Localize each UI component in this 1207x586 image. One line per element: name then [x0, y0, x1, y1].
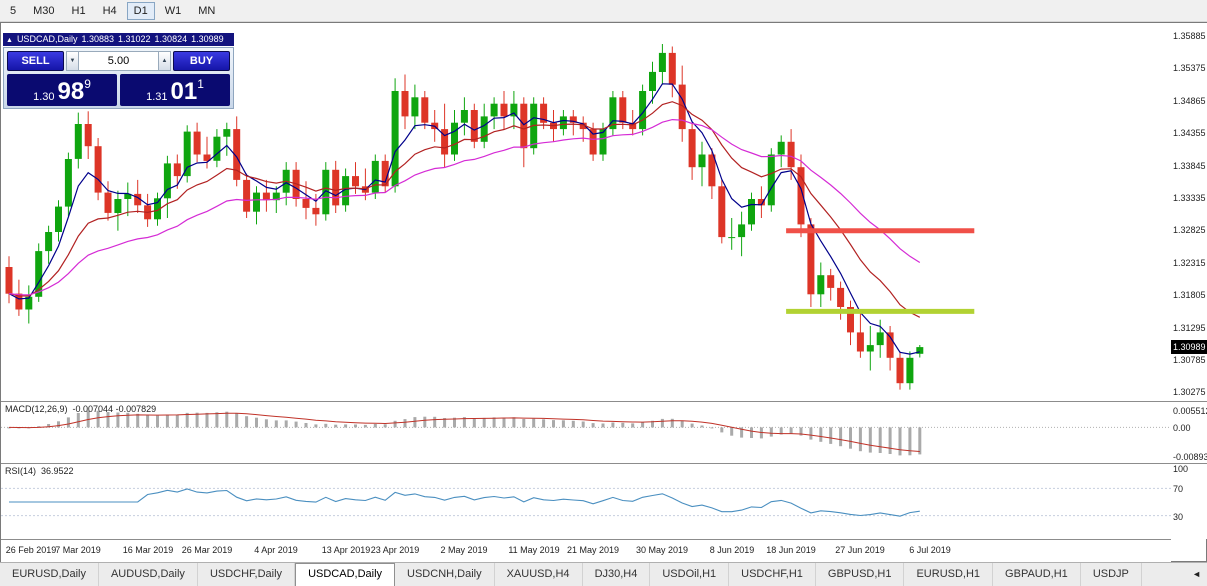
rsi-axis-label: 30: [1173, 512, 1184, 522]
chart-high-value: 1.31022: [118, 34, 151, 44]
macd-label: MACD(12,26,9): [5, 404, 68, 414]
price-axis-label: 1.30785: [1173, 355, 1206, 365]
chart-tab-bar: EURUSD,Daily AUDUSD,Daily USDCHF,Daily USDC…: [0, 562, 1207, 586]
macd-axis: 0.005512 0.00 -0.00893: [1171, 401, 1207, 463]
date-axis-label: 2 May 2019: [440, 545, 488, 555]
volume-increase-button[interactable]: ▲: [158, 51, 171, 71]
price-axis-label: 1.35885: [1173, 31, 1206, 41]
chart-low-value: 1.30824: [154, 34, 188, 44]
timeframe-button-M30[interactable]: M30: [26, 2, 61, 20]
date-axis-label: 26 Mar 2019: [181, 545, 233, 555]
buy-price-prefix: 1.31: [146, 91, 168, 103]
price-axis-label: 1.32315: [1173, 258, 1206, 268]
date-axis-label: 11 May 2019: [508, 545, 560, 555]
price-axis-label: 1.30275: [1173, 387, 1206, 397]
chart-tab-USDCAD-Daily[interactable]: USDCAD,Daily: [295, 563, 396, 586]
date-axis-label: 16 Mar 2019: [122, 545, 174, 555]
collapse-panel-icon[interactable]: ▲: [6, 37, 13, 44]
chart-symbol-label: USDCAD,Daily: [16, 34, 78, 44]
date-axis-label: 13 Apr 2019: [321, 545, 371, 555]
sell-price-display[interactable]: 1.30 98 9: [7, 74, 117, 106]
timeframe-button-W1[interactable]: W1: [158, 2, 189, 20]
rsi-chart-canvas[interactable]: [1, 464, 1171, 539]
rsi-axis: 100 70 30: [1171, 463, 1207, 539]
date-axis-label: 4 Apr 2019: [254, 545, 298, 555]
volume-decrease-button[interactable]: ▼: [66, 51, 79, 71]
date-axis[interactable]: 26 Feb 2019 7 Mar 2019 16 Mar 2019 26 Mar 2…: [1, 539, 1171, 563]
buy-button[interactable]: BUY: [173, 51, 230, 71]
price-axis-label: 1.34355: [1173, 128, 1206, 138]
price-axis-label: 1.33845: [1173, 161, 1206, 171]
chart-tab-DJ30-H4[interactable]: DJ30,H4: [583, 563, 651, 586]
rsi-label: RSI(14): [5, 466, 37, 476]
rsi-axis-label: 100: [1173, 464, 1189, 474]
macd-values: -0.007044 -0.007829: [72, 404, 157, 414]
buy-price-display[interactable]: 1.31 01 1: [120, 74, 230, 106]
current-price-badge: 1.30989: [1171, 340, 1207, 354]
tab-scroll-left-button[interactable]: ◄: [1192, 569, 1201, 579]
macd-header: MACD(12,26,9) -0.007044 -0.007829: [5, 404, 156, 414]
rsi-header: RSI(14) 36.9522: [5, 466, 74, 476]
timeframe-button-D1[interactable]: D1: [126, 1, 155, 20]
date-axis-label: 30 May 2019: [635, 545, 689, 555]
timeframe-button-MN[interactable]: MN: [191, 2, 222, 20]
macd-axis-label: 0.00: [1173, 423, 1191, 433]
sell-price-prefix: 1.30: [33, 91, 55, 103]
chart-tab-USDCHF-H1[interactable]: USDCHF,H1: [729, 563, 816, 586]
price-pane[interactable]: ▲ USDCAD,Daily 1.30883 1.31022 1.30824 1.3098…: [1, 23, 1171, 401]
price-chart-canvas[interactable]: [1, 23, 1171, 401]
date-axis-label: 27 Jun 2019: [835, 545, 885, 555]
macd-chart-canvas[interactable]: [1, 402, 1171, 463]
chart-tab-USDOil-H1[interactable]: USDOil,H1: [650, 563, 730, 586]
volume-stepper: ▼ 5.00 ▲: [66, 51, 171, 71]
sell-button[interactable]: SELL: [7, 51, 64, 71]
price-axis-label: 1.31295: [1173, 323, 1206, 333]
timeframe-button-H1[interactable]: H1: [65, 2, 93, 20]
timeframe-button-5[interactable]: 5: [3, 2, 23, 20]
rsi-pane[interactable]: RSI(14) 36.9522: [1, 463, 1171, 539]
sell-price-pips: 98: [57, 78, 85, 105]
price-axis-label: 1.32825: [1173, 225, 1206, 235]
chart-tab-AUDUSD-Daily[interactable]: AUDUSD,Daily: [99, 563, 198, 586]
timeframe-toolbar: 5 M30 H1 H4 D1 W1 MN: [0, 0, 1207, 22]
date-axis-label: 26 Feb 2019: [5, 545, 57, 555]
macd-axis-label: 0.005512: [1173, 406, 1207, 416]
buy-price-pips: 01: [170, 78, 198, 105]
chart-tab-USDJP[interactable]: USDJP: [1081, 563, 1142, 586]
chart-window: ▲ USDCAD,Daily 1.30883 1.31022 1.30824 1.3098…: [0, 22, 1207, 563]
chart-tab-XAUUSD-H4[interactable]: XAUUSD,H4: [495, 563, 583, 586]
price-axis[interactable]: 1.30989 1.35885 1.35375 1.34865 1.34355 1.33…: [1171, 23, 1207, 401]
date-axis-label: 8 Jun 2019: [709, 545, 755, 555]
date-axis-label: 21 May 2019: [566, 545, 620, 555]
price-axis-label: 1.31805: [1173, 290, 1206, 300]
chart-tab-USDCHF-Daily[interactable]: USDCHF,Daily: [198, 563, 296, 586]
sell-price-point: 9: [84, 77, 91, 91]
price-axis-label: 1.35375: [1173, 63, 1206, 73]
macd-axis-label: -0.00893: [1173, 452, 1207, 462]
price-axis-label: 1.34865: [1173, 96, 1206, 106]
rsi-value: 36.9522: [41, 466, 74, 476]
date-axis-label: 6 Jul 2019: [909, 545, 951, 555]
chart-tab-GBPAUD-H1[interactable]: GBPAUD,H1: [993, 563, 1081, 586]
chart-tab-EURUSD-Daily[interactable]: EURUSD,Daily: [0, 563, 99, 586]
macd-pane[interactable]: MACD(12,26,9) -0.007044 -0.007829: [1, 401, 1171, 463]
chart-close-value: 1.30989: [191, 34, 224, 44]
one-click-trading-panel: SELL ▼ 5.00 ▲ BUY 1.30 98 9 1.31 01 1: [3, 47, 234, 109]
date-axis-label: 18 Jun 2019: [766, 545, 816, 555]
date-axis-label: 7 Mar 2019: [55, 545, 101, 555]
date-axis-label: 23 Apr 2019: [370, 545, 420, 555]
chart-tab-USDCNH-Daily[interactable]: USDCNH,Daily: [395, 563, 495, 586]
volume-input[interactable]: 5.00: [79, 51, 158, 71]
chart-tab-EURUSD-H1[interactable]: EURUSD,H1: [904, 563, 994, 586]
buy-price-point: 1: [197, 77, 204, 91]
chart-tab-GBPUSD-H1[interactable]: GBPUSD,H1: [816, 563, 905, 586]
chart-title-bar: ▲ USDCAD,Daily 1.30883 1.31022 1.30824 1.3098…: [3, 33, 234, 46]
chart-open-value: 1.30883: [81, 34, 114, 44]
price-axis-label: 1.33335: [1173, 193, 1206, 203]
timeframe-button-H4[interactable]: H4: [96, 2, 124, 20]
rsi-axis-label: 70: [1173, 484, 1184, 494]
